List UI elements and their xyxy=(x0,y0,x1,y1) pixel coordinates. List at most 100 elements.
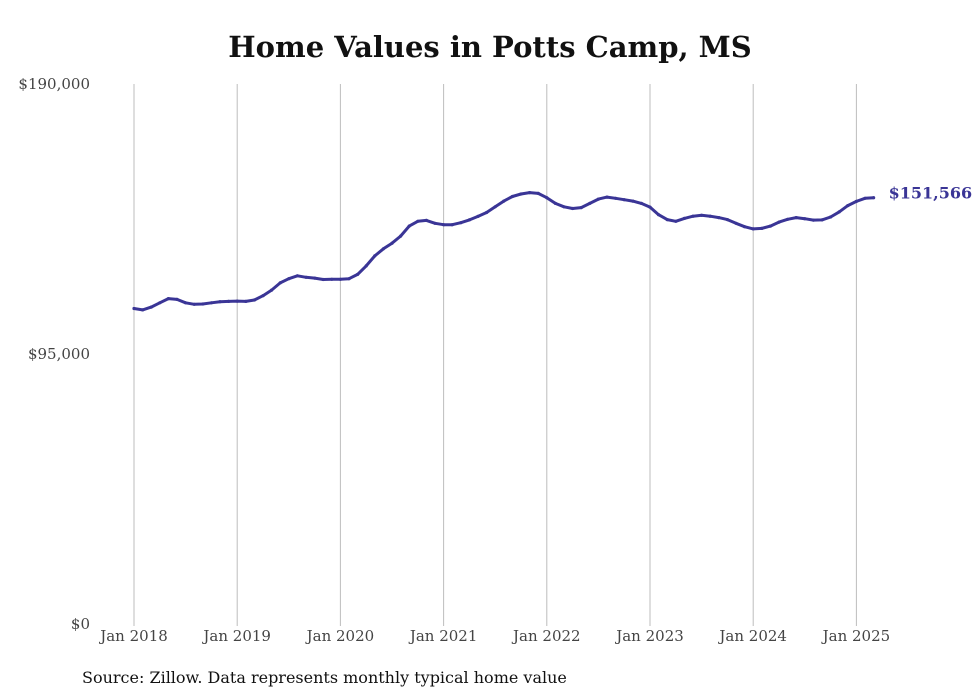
data-point xyxy=(399,234,403,238)
data-point xyxy=(321,277,325,282)
x-tick-label: Jan 2021 xyxy=(408,627,478,645)
x-tick-label: Jan 2020 xyxy=(305,627,375,645)
data-point xyxy=(433,221,437,225)
data-point xyxy=(760,226,764,230)
data-point xyxy=(502,199,506,203)
data-point xyxy=(751,227,755,231)
y-tick-label: $95,000 xyxy=(28,345,90,363)
data-point xyxy=(579,206,583,210)
data-point xyxy=(571,206,575,211)
data-point xyxy=(519,192,523,196)
data-point xyxy=(381,247,385,251)
data-point xyxy=(158,301,162,305)
data-point xyxy=(794,216,798,220)
data-point xyxy=(390,241,394,245)
data-point xyxy=(270,288,274,292)
data-point xyxy=(588,201,592,205)
data-point xyxy=(674,219,678,223)
data-point xyxy=(708,214,712,218)
x-tick-label: Jan 2019 xyxy=(201,627,271,645)
data-point xyxy=(863,196,867,200)
data-point xyxy=(424,218,428,222)
series-layer: $151,566 xyxy=(132,184,972,312)
gridlines xyxy=(133,84,857,626)
data-point xyxy=(132,306,136,311)
data-point xyxy=(829,215,833,219)
data-point xyxy=(854,199,859,203)
data-point xyxy=(691,214,695,218)
data-point xyxy=(235,299,239,303)
data-point xyxy=(528,191,532,195)
data-point xyxy=(485,210,489,215)
data-point xyxy=(743,225,747,229)
data-point xyxy=(313,276,317,280)
data-point xyxy=(330,277,334,281)
data-point xyxy=(545,196,549,200)
y-tick-label: $0 xyxy=(71,615,90,633)
data-point xyxy=(278,281,282,285)
x-tick-label: Jan 2018 xyxy=(98,627,168,645)
data-point xyxy=(725,218,730,222)
data-point xyxy=(356,272,360,276)
data-point xyxy=(295,274,299,278)
data-point xyxy=(717,216,721,220)
data-point xyxy=(596,197,601,201)
data-point xyxy=(175,297,179,301)
data-point xyxy=(786,217,790,221)
data-point xyxy=(811,218,816,222)
data-point xyxy=(665,218,669,222)
series-line xyxy=(132,191,876,312)
data-point xyxy=(639,201,644,205)
data-point xyxy=(837,210,841,214)
data-point xyxy=(510,194,514,199)
data-point xyxy=(682,216,687,220)
data-point xyxy=(227,299,231,303)
data-point xyxy=(648,205,652,209)
data-point xyxy=(450,223,454,227)
x-tick-label: Jan 2022 xyxy=(511,627,581,645)
data-point xyxy=(562,205,566,209)
data-point xyxy=(338,277,342,281)
data-point xyxy=(734,221,738,225)
x-tick-label: Jan 2025 xyxy=(821,627,891,645)
y-axis-ticks: $0 $95,000 $190,000 xyxy=(18,75,90,633)
data-point xyxy=(192,302,196,306)
data-point xyxy=(218,300,222,304)
x-tick-label: Jan 2024 xyxy=(717,627,787,645)
data-point xyxy=(304,275,308,279)
data-point xyxy=(166,297,170,301)
data-point xyxy=(476,214,480,218)
data-point xyxy=(459,221,463,225)
data-point xyxy=(201,302,205,306)
data-point xyxy=(872,196,876,200)
data-point xyxy=(184,301,188,305)
data-point xyxy=(252,298,256,302)
data-point xyxy=(347,277,351,281)
data-point xyxy=(777,220,781,224)
data-point xyxy=(614,196,618,200)
data-point xyxy=(364,264,368,268)
data-point xyxy=(553,201,558,205)
data-point xyxy=(287,277,291,281)
data-point xyxy=(209,301,213,305)
data-point xyxy=(846,204,850,208)
y-tick-label: $190,000 xyxy=(18,75,90,93)
data-point xyxy=(442,223,446,227)
data-point xyxy=(768,224,773,228)
data-point xyxy=(631,199,635,203)
data-point xyxy=(493,205,497,209)
data-point xyxy=(657,213,661,217)
chart-title: Home Values in Potts Camp, MS xyxy=(228,30,752,64)
data-point xyxy=(605,195,609,199)
data-point xyxy=(467,218,471,222)
data-point xyxy=(803,217,807,221)
data-point xyxy=(261,294,265,298)
data-point xyxy=(622,198,626,202)
end-value-label: $151,566 xyxy=(889,184,973,203)
x-axis-ticks: Jan 2018 Jan 2019 Jan 2020 Jan 2021 Jan 2022… xyxy=(98,627,890,645)
data-point xyxy=(416,219,420,223)
data-point xyxy=(244,299,248,303)
data-point xyxy=(373,254,377,258)
data-point xyxy=(141,308,145,312)
